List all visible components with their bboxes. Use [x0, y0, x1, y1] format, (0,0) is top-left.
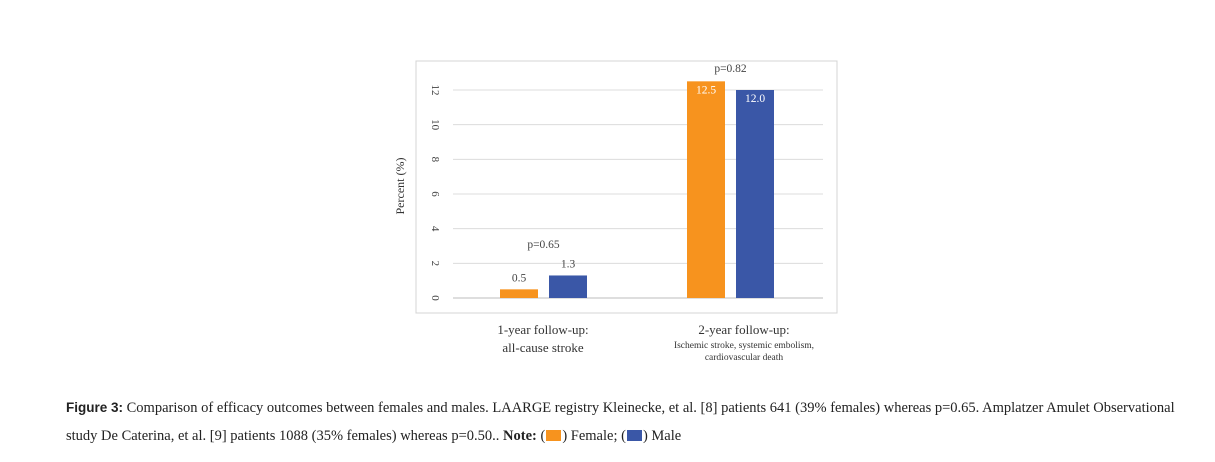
plot-frame: [415, 60, 838, 314]
y-axis-label: Percent (%): [393, 158, 407, 215]
caption-note-label: Note:: [503, 428, 537, 444]
y-tick-label: 10: [429, 119, 441, 130]
x-category-label: 2-year follow-up:: [698, 322, 789, 337]
p-value-annotation: p=0.82: [714, 63, 747, 75]
data-label: 12.5: [696, 84, 716, 96]
x-category-sublabel: Ischemic stroke, systemic embolism,: [674, 341, 814, 351]
bar-female: [687, 81, 725, 298]
x-category-label: 1-year follow-up:: [497, 322, 588, 337]
data-label: 0.5: [512, 272, 527, 284]
bar-male: [736, 90, 774, 298]
female-swatch-icon: [546, 430, 562, 441]
bar-male: [549, 275, 587, 298]
y-tick-label: 0: [429, 295, 441, 301]
y-tick-label: 4: [429, 226, 441, 232]
bar-female: [500, 289, 538, 298]
caption-text: Comparison of efficacy outcomes between …: [66, 400, 1175, 444]
male-swatch-icon: [626, 430, 642, 441]
x-category-sublabel: cardiovascular death: [705, 353, 784, 363]
y-tick-label: 6: [429, 191, 441, 197]
y-tick-label: 12: [429, 85, 441, 96]
bar-chart: 0 2 4 6 8 10 12 Percent (%) 0.5 1.3p=0.65 1-year f…: [393, 60, 838, 363]
p-value-annotation: p=0.65: [527, 239, 560, 251]
caption-female-label: ) Female; (: [562, 428, 626, 444]
y-tick-label: 8: [429, 157, 441, 163]
y-tick-label: 2: [429, 261, 441, 267]
chart-area: 0 2 4 6 8 10 12 Percent (%) 0.5 1.3 p=0.65 1-year f…: [393, 60, 838, 363]
caption-open-paren: (: [536, 428, 546, 444]
caption-male-label: ) Male: [642, 428, 682, 444]
data-label: 12.0: [745, 93, 765, 105]
data-label: 1.3: [561, 258, 576, 270]
x-category-sublabel: all-cause stroke: [502, 340, 583, 355]
caption-label: Figure 3:: [66, 400, 124, 415]
figure-caption: Figure 3: Comparison of efficacy outcome…: [66, 394, 1196, 450]
